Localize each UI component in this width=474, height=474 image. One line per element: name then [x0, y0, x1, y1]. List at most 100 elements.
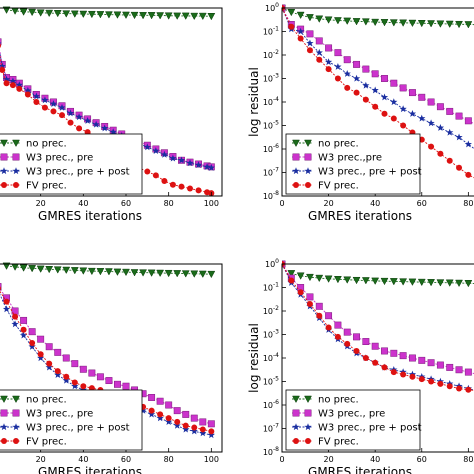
x-tick-label: 40: [78, 455, 88, 464]
data-point: [399, 105, 407, 113]
data-point: [19, 8, 28, 16]
legend-entry: W3 prec., pre + post: [26, 167, 130, 178]
data-point: [50, 108, 57, 115]
legend-entry: no prec.: [26, 395, 67, 406]
legend-marker: [304, 423, 312, 431]
data-point: [19, 331, 28, 339]
data-point: [437, 380, 444, 387]
data-point: [84, 129, 91, 136]
chart-panel-4: 0 20 40 60 80 10-8 10-7 10-6 10-5 10-4 10-3 10-2 10-…: [247, 258, 474, 474]
data-point: [105, 11, 113, 19]
data-point: [408, 19, 417, 28]
legend-marker: [0, 153, 8, 161]
data-point: [16, 85, 23, 92]
data-point: [352, 74, 361, 82]
data-point: [105, 268, 113, 276]
data-point: [455, 279, 463, 288]
data-point: [343, 56, 351, 64]
data-point: [139, 269, 147, 277]
data-point: [45, 363, 53, 371]
data-point: [62, 10, 71, 18]
legend-marker: [305, 182, 311, 188]
data-point: [92, 120, 100, 128]
data-point: [0, 67, 6, 74]
legend-entry: no prec.: [318, 395, 359, 406]
data-point: [427, 279, 436, 287]
data-point: [324, 16, 333, 24]
legend-marker: [304, 139, 312, 148]
plot-area: [282, 260, 474, 393]
data-point: [455, 366, 463, 374]
data-point: [9, 82, 16, 89]
data-point: [371, 277, 380, 285]
data-point: [0, 38, 2, 46]
data-point: [62, 354, 70, 362]
data-point: [464, 368, 472, 376]
data-point: [3, 80, 10, 87]
data-point: [11, 320, 19, 328]
legend-marker: [0, 409, 8, 417]
legend-marker: [293, 438, 299, 444]
data-point: [96, 11, 105, 19]
data-point: [45, 9, 54, 18]
data-point: [455, 112, 463, 120]
data-point: [389, 278, 398, 286]
legend-box: [0, 389, 143, 451]
legend-marker: [0, 139, 8, 148]
legend-marker: [304, 153, 312, 161]
data-point: [372, 103, 379, 110]
x-tick-label: 40: [370, 455, 380, 464]
legend-marker: [12, 153, 20, 161]
data-point: [207, 164, 215, 171]
data-point: [194, 161, 203, 169]
data-point: [306, 47, 313, 54]
data-point: [0, 42, 2, 47]
x-tick-label: 80: [164, 455, 174, 464]
data-point: [427, 20, 436, 28]
data-point: [190, 414, 198, 422]
y-tick-label: 10-2: [263, 49, 279, 60]
data-point: [445, 279, 454, 287]
data-point: [334, 62, 342, 70]
data-point: [101, 124, 109, 132]
data-point: [181, 12, 190, 20]
data-point: [418, 93, 426, 101]
data-point: [41, 96, 49, 104]
data-point: [122, 11, 130, 19]
data-point: [361, 18, 370, 26]
data-point: [46, 360, 53, 367]
legend-entry: W3 prec., pre + post: [318, 423, 422, 434]
data-point: [15, 81, 23, 89]
chart-panel-2: 0 20 40 60 80 10-8 10-7 10-6 10-5 10-4 10-3 10-2 10-…: [247, 2, 474, 223]
data-point: [87, 10, 96, 19]
series-line-2: [282, 263, 474, 374]
data-point: [182, 410, 190, 418]
data-point: [389, 19, 398, 27]
chart-panel-3: 20 40 60 80 100 GMRES iterations no prec. W3 pr…: [0, 262, 223, 474]
data-point: [54, 348, 62, 356]
data-point: [96, 268, 105, 276]
y-tick-label: 10-3: [263, 329, 279, 340]
y-tick-label: 100: [265, 258, 279, 269]
data-point: [399, 278, 408, 286]
data-point: [79, 386, 87, 394]
data-point: [325, 44, 333, 52]
axes-frame: [0, 7, 223, 197]
legend-marker: [292, 139, 300, 148]
y-tick-label: 10-2: [263, 305, 279, 316]
legend-marker: [0, 395, 8, 404]
y-axis-label: log residual: [247, 67, 261, 137]
data-point: [417, 278, 426, 287]
data-point: [203, 163, 211, 170]
data-point: [446, 363, 454, 371]
data-point: [334, 49, 342, 57]
legend-marker: [305, 438, 311, 444]
data-point: [465, 171, 472, 178]
data-point: [0, 43, 1, 48]
data-point: [199, 429, 207, 437]
data-point: [29, 339, 36, 346]
data-point: [316, 312, 323, 319]
data-point: [352, 18, 361, 26]
legend: no prec. W3 prec.,pre W3 prec., pre + post…: [285, 133, 422, 195]
data-point: [182, 425, 190, 433]
